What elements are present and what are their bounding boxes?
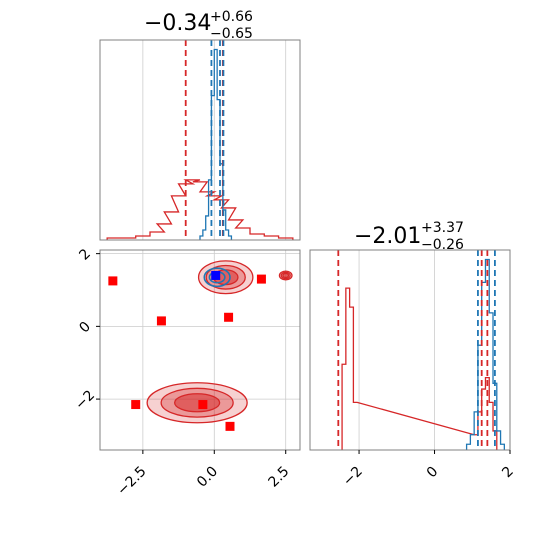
top-left-frame [99, 39, 301, 241]
bottom-right-xtick-label-1: 0 [424, 464, 442, 482]
top-title-main: −0.34 [144, 11, 211, 36]
right-title-sup: +3.37 [421, 220, 464, 236]
top-left-histogram-panel [99, 39, 301, 241]
top-left-histogram-red-series [106, 179, 294, 240]
scatter-ytick-label-0: −2 [72, 387, 98, 413]
scatter-ytick-label-2: 2 [76, 246, 94, 264]
scatter-marker-1 [156, 316, 166, 326]
bottom-left-xtick-label-0: −2.5 [114, 464, 149, 499]
bottom-left-xtick-label-1: 0.0 [194, 464, 221, 491]
scatter-marker-5 [198, 400, 208, 410]
scatter-marker-3 [256, 274, 266, 284]
scatter-contour-2-level-2 [173, 393, 221, 413]
bottom-right-histogram-panel: −2 0 2 [309, 249, 517, 490]
scatter-marker-7 [211, 270, 221, 280]
right-title-sub: −0.26 [421, 237, 464, 253]
bottom-right-xtick-label-2: 2 [499, 464, 517, 482]
scatter-marker-4 [131, 400, 141, 410]
scatter-marker-2 [224, 312, 234, 322]
right-title-main: −2.01 [354, 224, 421, 249]
top-title-sub: −0.65 [210, 26, 253, 42]
scatter-marker-6 [225, 421, 235, 431]
top-left-histogram-blue-series [199, 48, 233, 240]
bottom-left-frame [99, 249, 301, 451]
scatter-contour-3-level-0 [203, 267, 231, 288]
bottom-right-xtick-label-0: −2 [340, 464, 366, 490]
bottom-right-frame [309, 249, 511, 451]
scatter-contour-1-level-2 [282, 272, 290, 279]
top-title-sup: +0.66 [210, 9, 253, 25]
scatter-marker-0 [108, 276, 118, 286]
bottom-left-scatter-panel: −2.5 0.0 2.5 −2 0 2 [72, 246, 301, 499]
scatter-ytick-label-1: 0 [76, 319, 94, 337]
bottom-left-xtick-label-2: 2.5 [265, 464, 292, 491]
bottom-right-histogram-blue-series [465, 258, 505, 450]
